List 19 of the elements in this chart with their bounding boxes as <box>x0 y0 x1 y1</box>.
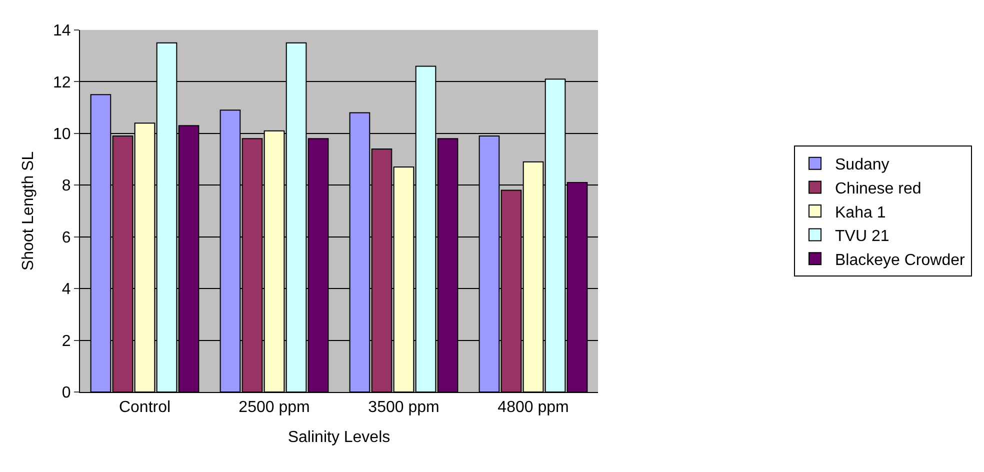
x-tick-label: Control <box>118 399 171 416</box>
y-tick-label: 12 <box>53 74 71 92</box>
y-tick-label: 6 <box>62 229 71 246</box>
y-tick-label: 0 <box>62 384 71 402</box>
x-tick-label: 3500 ppm <box>368 399 440 416</box>
legend-label: Kaha 1 <box>835 204 886 222</box>
y-tick-label: 8 <box>62 178 71 195</box>
y-tick-label: 4 <box>62 281 71 298</box>
legend-label: TVU 21 <box>835 228 890 246</box>
y-tick-label: 14 <box>53 22 71 40</box>
legend-label: Sudany <box>835 156 890 174</box>
y-axis-title: Shoot Length SL <box>20 151 37 271</box>
x-tick-label: 2500 ppm <box>238 399 310 416</box>
legend-label: Blackeye Crowder <box>835 252 966 269</box>
x-axis-title: Salinity Levels <box>288 428 390 446</box>
x-tick-label: 4800 ppm <box>498 399 569 416</box>
legend-label: Chinese red <box>835 180 922 198</box>
y-tick-label: 2 <box>62 332 71 350</box>
y-tick-label: 10 <box>53 126 71 144</box>
